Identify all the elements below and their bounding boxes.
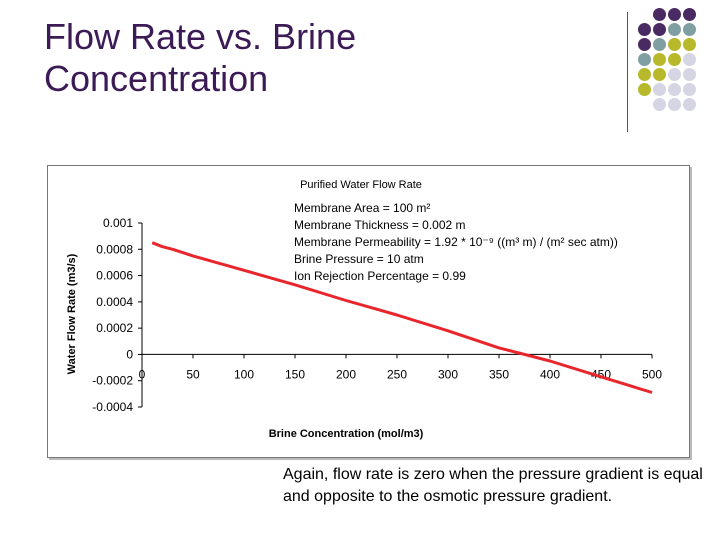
x-tick-label: 350	[489, 367, 509, 381]
y-tick-label: 0	[126, 347, 133, 361]
x-tick-label: 250	[387, 367, 407, 381]
x-tick-label: 500	[642, 367, 662, 381]
decorative-dot	[683, 38, 696, 51]
y-tick-label: 0.0002	[96, 321, 133, 335]
annotation-line: Membrane Area = 100 m²	[294, 201, 430, 215]
chart-container: Purified Water Flow Rate Brine Concentra…	[47, 165, 690, 458]
decorative-dot	[668, 38, 681, 51]
decorative-dot	[683, 53, 696, 66]
x-tick-label: 300	[438, 367, 458, 381]
y-tick-label: 0.0008	[96, 242, 133, 256]
x-tick-label: 200	[336, 367, 356, 381]
y-tick-label: 0.001	[103, 216, 133, 230]
decorative-dot	[668, 53, 681, 66]
annotation-line: Membrane Permeability = 1.92 * 10⁻⁹ ((m³…	[294, 235, 618, 249]
data-line	[151, 241, 653, 394]
decorative-dot	[638, 23, 651, 36]
slide-title: Flow Rate vs. Brine Concentration	[44, 16, 357, 99]
y-tick-label: -0.0002	[92, 374, 133, 388]
decorative-dot	[668, 83, 681, 96]
axes: 0.001 0.0008 0.0006 0.0004 0.0002 0 -0.0002 -0.…	[92, 216, 662, 414]
decorative-dot	[653, 98, 666, 111]
decorative-dot	[683, 98, 696, 111]
slide-caption: Again, flow rate is zero when the pressu…	[283, 466, 703, 505]
annotation-line: Ion Rejection Percentage = 0.99	[294, 269, 466, 283]
y-tick-label: -0.0004	[92, 400, 133, 414]
decorative-dot	[683, 23, 696, 36]
flow-rate-chart: Purified Water Flow Rate Brine Concentra…	[66, 179, 662, 440]
decorative-dot	[683, 83, 696, 96]
decorative-dot	[653, 83, 666, 96]
decorative-dot	[638, 38, 651, 51]
decorative-dot	[668, 68, 681, 81]
decorative-dot	[668, 23, 681, 36]
decorative-dot	[668, 8, 681, 21]
y-tick-label: 0.0006	[96, 269, 133, 283]
x-tick-label: 150	[285, 367, 305, 381]
x-tick-label: 400	[540, 367, 560, 381]
decorative-dot-grid	[638, 8, 720, 128]
decorative-dot	[653, 38, 666, 51]
decorative-dot	[638, 53, 651, 66]
annotation-line: Brine Pressure = 10 atm	[294, 252, 424, 266]
decorative-dot	[653, 23, 666, 36]
y-tick-label: 0.0004	[96, 295, 133, 309]
decorative-dot	[683, 8, 696, 21]
y-axis-label: Water Flow Rate (m3/s)	[66, 253, 78, 374]
plot-area	[151, 241, 653, 394]
chart-title: Purified Water Flow Rate	[300, 179, 422, 191]
decorative-dot	[653, 8, 666, 21]
x-tick-label: 50	[186, 367, 200, 381]
annotation-line: Membrane Thickness = 0.002 m	[294, 218, 466, 232]
x-axis-label: Brine Concentration (mol/m3)	[269, 428, 424, 440]
x-tick-label: 0	[139, 367, 146, 381]
title-divider	[627, 12, 628, 132]
decorative-dot	[668, 98, 681, 111]
x-tick-label: 100	[234, 367, 254, 381]
decorative-dot	[653, 68, 666, 81]
annotation-block: Membrane Area = 100 m² Membrane Thickness…	[294, 201, 618, 283]
decorative-dot	[638, 83, 651, 96]
decorative-dot	[683, 68, 696, 81]
decorative-dot	[638, 68, 651, 81]
decorative-dot	[653, 53, 666, 66]
